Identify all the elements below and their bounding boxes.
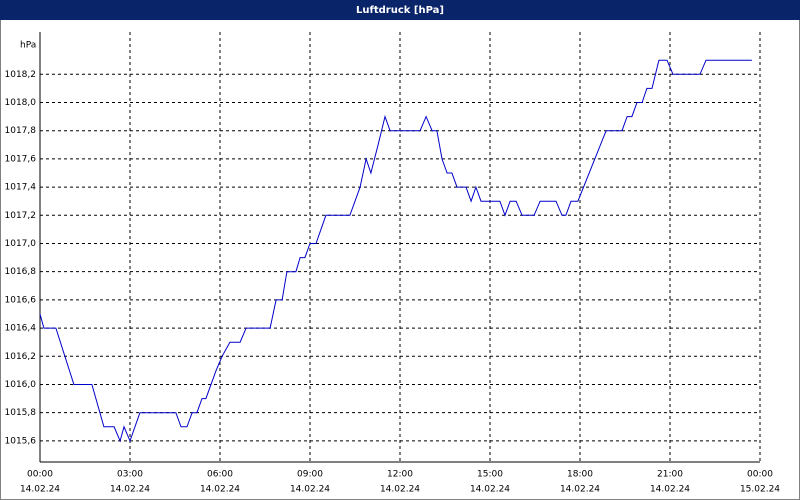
x-tick-label: 00:00 — [27, 470, 53, 480]
y-tick-label: 1015,6 — [5, 436, 37, 446]
x-tick-date: 14.02.24 — [20, 485, 60, 495]
x-tick-date: 14.02.24 — [470, 485, 510, 495]
x-tick-date: 14.02.24 — [200, 485, 240, 495]
chart-title: Luftdruck [hPa] — [356, 5, 444, 16]
y-tick-label: 1016,8 — [5, 267, 37, 277]
y-tick-label: 1017,0 — [5, 239, 37, 249]
x-tick-label: 06:00 — [207, 470, 233, 480]
x-tick-date: 14.02.24 — [290, 485, 330, 495]
y-axis-label: hPa — [20, 41, 36, 51]
y-tick-label: 1017,6 — [5, 154, 37, 164]
y-tick-label: 1017,2 — [5, 211, 37, 221]
x-tick-label: 12:00 — [387, 470, 413, 480]
x-tick-label: 21:00 — [657, 470, 683, 480]
y-tick-label: 1018,0 — [5, 98, 37, 108]
y-tick-label: 1016,6 — [5, 295, 37, 305]
x-tick-date: 14.02.24 — [650, 485, 690, 495]
y-tick-label: 1015,8 — [5, 408, 37, 418]
y-tick-label: 1017,4 — [5, 183, 37, 193]
line — [39, 59, 752, 443]
x-tick-date: 14.02.24 — [560, 485, 600, 495]
x-tick-label: 18:00 — [567, 470, 593, 480]
y-tick-label: 1017,8 — [5, 126, 37, 136]
x-tick-label: 15:00 — [477, 470, 503, 480]
x-tick-label: 03:00 — [117, 470, 143, 480]
x-tick-label: 09:00 — [297, 470, 323, 480]
x-tick-date: 15.02.24 — [740, 485, 780, 495]
y-tick-label: 1018,2 — [5, 70, 37, 80]
x-tick-date: 14.02.24 — [110, 485, 150, 495]
y-tick-label: 1016,4 — [5, 324, 37, 334]
y-tick-label: 1016,0 — [5, 380, 37, 390]
title-bar — [0, 0, 800, 20]
y-tick-label: 1016,2 — [5, 352, 37, 362]
x-tick-label: 00:00 — [747, 470, 773, 480]
x-tick-date: 14.02.24 — [380, 485, 420, 495]
